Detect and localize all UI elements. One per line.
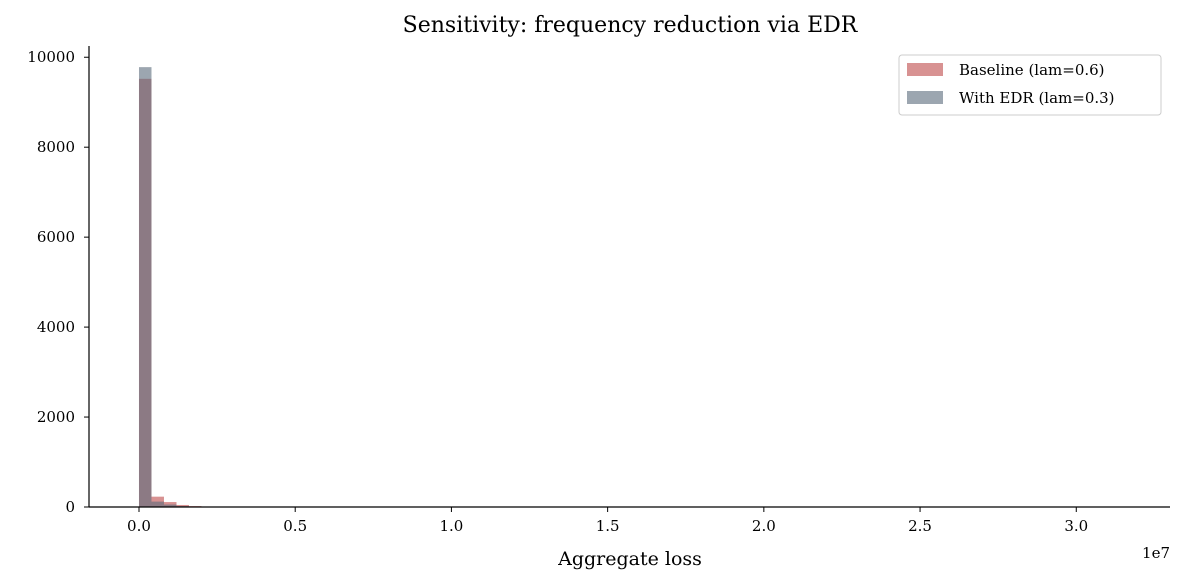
bar-series1-bin2 <box>163 504 177 507</box>
x-tick-label: 2.5 <box>908 517 932 535</box>
x-tick-label: 2.0 <box>752 517 776 535</box>
x-axis-label: Aggregate loss <box>557 548 702 570</box>
bar-series0-bin3 <box>176 504 189 507</box>
axes <box>88 46 1170 508</box>
legend: Baseline (lam=0.6) With EDR (lam=0.3) <box>898 54 1162 116</box>
y-tick-label: 8000 <box>37 138 75 156</box>
x-tick-label: 0.5 <box>283 517 307 535</box>
x-ticks: 0.0 0.5 1.0 1.5 2.0 2.5 3.0 <box>127 507 1088 535</box>
chart-title: Sensitivity: frequency reduction via EDR <box>403 13 859 38</box>
y-tick-label: 4000 <box>37 318 75 336</box>
bar-series1-bin1 <box>151 501 164 507</box>
x-tick-label: 3.0 <box>1064 517 1088 535</box>
x-offset-label: 1e7 <box>1142 544 1170 562</box>
legend-label-baseline: Baseline (lam=0.6) <box>959 61 1105 79</box>
y-tick-label: 10000 <box>27 48 75 66</box>
legend-swatch-baseline <box>907 63 943 76</box>
y-tick-label: 2000 <box>37 408 75 426</box>
x-tick-label: 1.5 <box>596 517 620 535</box>
histogram-bars <box>138 67 289 508</box>
x-tick-label: 1.0 <box>439 517 463 535</box>
x-tick-label: 0.0 <box>127 517 151 535</box>
y-ticks: 0 2000 4000 6000 8000 10000 <box>27 48 89 516</box>
legend-label-edr: With EDR (lam=0.3) <box>959 89 1115 107</box>
bar-series1-bin0 <box>138 67 152 507</box>
y-tick-label: 0 <box>65 498 75 516</box>
legend-frame <box>898 54 1162 116</box>
legend-swatch-edr <box>907 91 943 104</box>
y-tick-label: 6000 <box>37 228 75 246</box>
